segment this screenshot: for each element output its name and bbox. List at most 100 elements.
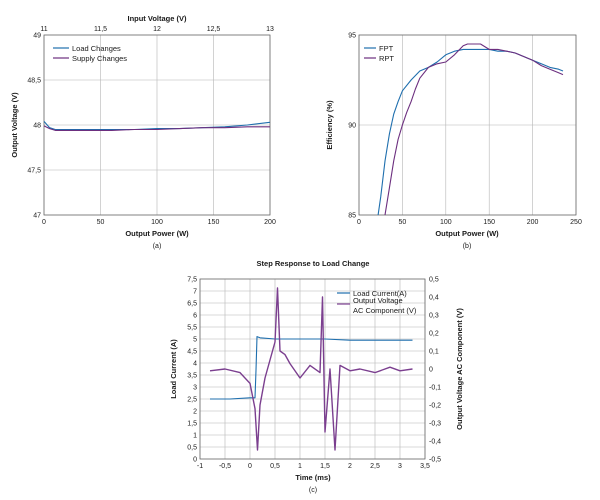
panel-a-marks <box>43 121 271 131</box>
panel-b-marks <box>377 43 564 216</box>
y-tick-label: 2,5 <box>187 397 197 404</box>
panel-b-label: (b) <box>463 243 472 250</box>
panel-a-top-axis-title: Input Voltage (V) <box>127 14 187 23</box>
x-tick-label: 3,5 <box>420 463 430 470</box>
panel-a-legend: Load Changes Supply Changes <box>53 44 127 63</box>
panel-c-y2-axis-title: Output Voltage AC Component (V) <box>455 308 464 430</box>
panel-b-x-axis-title: Output Power (W) <box>435 229 499 238</box>
x-tick-label: 150 <box>208 219 220 226</box>
x-tick-label: 1 <box>298 463 302 470</box>
y-tick-label: 4 <box>193 361 197 368</box>
y-tick-label: 0,5 <box>187 445 197 452</box>
panel-c-title: Step Response to Load Change <box>257 259 370 268</box>
x-tick-label: -1 <box>197 463 203 470</box>
y-tick-label: 0 <box>193 457 197 464</box>
panel-b: 0 50 100 150 200 250 85 90 95 Output Power (W) E… <box>325 33 582 251</box>
top-tick-label: 13 <box>266 26 274 33</box>
legend-label-output-voltage-ac-line2: AC Component (V) <box>353 306 417 315</box>
x-tick-label: 200 <box>264 219 276 226</box>
y-tick-label: 6 <box>193 313 197 320</box>
x-tick-label: 1,5 <box>320 463 330 470</box>
panel-c-x-axis-title: Time (ms) <box>295 473 331 482</box>
panel-b-legend: FPT RPT <box>364 44 394 63</box>
x-tick-label: 0 <box>357 219 361 226</box>
legend-label-load-changes: Load Changes <box>72 44 121 53</box>
y-tick-label: 90 <box>348 123 356 130</box>
series-line-load-current-a <box>210 336 413 400</box>
x-tick-label: 3 <box>398 463 402 470</box>
x-tick-label: 0 <box>42 219 46 226</box>
y-tick-label: 48,5 <box>27 78 41 85</box>
y-tick-label: 48 <box>33 123 41 130</box>
panel-a-label: (a) <box>153 243 162 250</box>
top-tick-label: 12,5 <box>207 26 221 33</box>
y-tick-label: 3,5 <box>187 373 197 380</box>
panel-c-marks <box>209 287 413 451</box>
x-tick-label: 0 <box>248 463 252 470</box>
y-tick-label: 49 <box>33 33 41 40</box>
x-tick-label: 150 <box>483 219 495 226</box>
y-tick-label: 5,5 <box>187 325 197 332</box>
panel-a-x-axis-title: Output Power (W) <box>125 229 189 238</box>
y-tick-label: 4,5 <box>187 349 197 356</box>
panel-c-label: (c) <box>309 487 317 494</box>
panel-b-frame <box>358 34 577 216</box>
legend-label-supply-changes: Supply Changes <box>72 54 127 63</box>
y-tick-label: 6,5 <box>187 301 197 308</box>
series-line-rpt <box>384 43 564 216</box>
y2-tick-label: 0,2 <box>429 331 439 338</box>
panel-b-ticks: 0 50 100 150 200 250 85 90 95 <box>348 33 582 227</box>
x-tick-label: 0,5 <box>270 463 280 470</box>
y-tick-label: 2 <box>193 409 197 416</box>
y2-tick-label: -0,1 <box>429 385 441 392</box>
y2-tick-label: -0,2 <box>429 403 441 410</box>
y-tick-label: 5 <box>193 337 197 344</box>
panel-a-frame <box>43 34 271 216</box>
legend-label-load-current: Load Current(A) <box>353 289 407 298</box>
y-tick-label: 95 <box>348 33 356 40</box>
x-tick-label: 2 <box>348 463 352 470</box>
x-tick-label: 50 <box>97 219 105 226</box>
x-tick-label: 100 <box>151 219 163 226</box>
y-tick-label: 1,5 <box>187 421 197 428</box>
y-tick-label: 7 <box>193 289 197 296</box>
x-tick-label: 100 <box>440 219 452 226</box>
panel-c-ticks: -1 -0,5 0 0,5 1 1,5 2 2,5 3 3,5 0 0,5 1 1,5 2 2,5 3 3,5 4 4… <box>187 277 441 471</box>
panel-c-frame <box>199 278 426 460</box>
y-tick-label: 47,5 <box>27 168 41 175</box>
y2-tick-label: -0,5 <box>429 457 441 464</box>
panel-b-y-axis-title: Efficiency (%) <box>325 100 334 150</box>
y-tick-label: 7,5 <box>187 277 197 284</box>
top-tick-label: 12 <box>153 26 161 33</box>
y2-tick-label: 0,3 <box>429 313 439 320</box>
x-tick-label: -0,5 <box>219 463 231 470</box>
top-tick-label: 11,5 <box>94 26 107 33</box>
y2-tick-label: 0 <box>429 367 433 374</box>
legend-label-fpt: FPT <box>379 44 394 53</box>
y-tick-label: 47 <box>33 213 41 220</box>
y-tick-label: 3 <box>193 385 197 392</box>
panel-c-y-axis-title: Load Current (A) <box>169 339 178 399</box>
y-tick-label: 85 <box>348 213 356 220</box>
series-line-fpt <box>377 48 564 216</box>
y-tick-label: 1 <box>193 433 197 440</box>
y2-tick-label: 0,1 <box>429 349 439 356</box>
y2-tick-label: -0,4 <box>429 439 441 446</box>
panel-a-y-axis-title: Output Voltage (V) <box>10 92 19 158</box>
top-tick-label: 11 <box>40 26 47 33</box>
series-line-output-voltage-ac-component-v <box>209 287 413 451</box>
x-tick-label: 200 <box>527 219 539 226</box>
x-tick-label: 50 <box>399 219 407 226</box>
y2-tick-label: 0,5 <box>429 277 439 284</box>
legend-label-rpt: RPT <box>379 54 394 63</box>
legend-label-output-voltage-ac-line1: Output Voltage <box>353 296 403 305</box>
panel-c-legend: Load Current(A) Output Voltage AC Compon… <box>337 289 417 315</box>
y2-tick-label: 0,4 <box>429 295 439 302</box>
series-line-supply-changes <box>43 125 270 131</box>
y2-tick-label: -0,3 <box>429 421 441 428</box>
panel-c: Step Response to Load Change -1 -0,5 0 0,5 1… <box>169 259 464 494</box>
x-tick-label: 2,5 <box>370 463 380 470</box>
